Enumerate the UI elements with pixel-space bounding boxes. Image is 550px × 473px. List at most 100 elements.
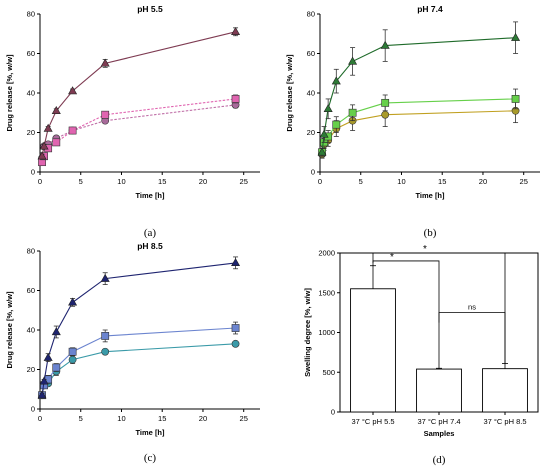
x-tick-label: 15 <box>438 177 446 186</box>
x-tick-label: 20 <box>199 414 207 423</box>
x-tick-label: 20 <box>199 177 207 186</box>
y-tick-label: 40 <box>307 89 315 98</box>
y-tick-label: 20 <box>27 365 35 374</box>
y-tick-label: 0 <box>331 408 335 417</box>
panel-label: (b) <box>424 227 437 239</box>
significance-label: * <box>423 244 427 255</box>
chart-title: pH 5.5 <box>137 4 163 14</box>
y-tick-label: 1500 <box>318 288 335 297</box>
y-tick-label: 500 <box>322 368 335 377</box>
data-point-triangle <box>39 141 49 150</box>
series-circle <box>38 339 240 400</box>
data-point-square <box>511 95 520 103</box>
data-point-square <box>231 324 240 332</box>
x-tick-label: 5 <box>79 177 83 186</box>
x-tick-label: 0 <box>38 177 42 186</box>
significance-bracket <box>372 252 506 364</box>
data-point-square <box>68 126 77 135</box>
significance-bracket <box>438 312 506 364</box>
series-line <box>321 37 516 153</box>
series-circle <box>318 98 520 159</box>
panel-a: 0 5 10 15 20 25 0 20 40 60 80 pH 5.5 Time [h] Drug re… <box>5 4 260 239</box>
x-tick-label: 10 <box>117 414 125 423</box>
data-point-square <box>381 98 390 107</box>
x-tick-label: 5 <box>79 414 83 423</box>
data-point-square <box>101 110 110 119</box>
data-point-triangle <box>511 32 521 41</box>
series-square <box>38 94 240 167</box>
panel-label: (a) <box>144 227 157 239</box>
data-point-triangle <box>37 390 47 399</box>
x-axis-label: Time [h] <box>135 428 165 437</box>
x-tick-label: 0 <box>318 177 322 186</box>
data-point-triangle <box>100 273 110 282</box>
panel-b: 0 5 10 15 20 25 0 20 40 60 80 pH 7.4 Time [h] Drug re… <box>285 4 540 239</box>
series-circle <box>38 100 240 163</box>
data-point-triangle <box>331 76 341 85</box>
series-line <box>321 98 516 153</box>
x-tick-label: 37 °C pH 8.5 <box>483 417 526 426</box>
x-tick-label: 15 <box>158 177 166 186</box>
chart-title: pH 7.4 <box>417 4 443 14</box>
series-square <box>38 321 240 400</box>
x-tick-label: 37 °C pH 5.5 <box>351 417 394 426</box>
significance-label: * <box>390 252 394 263</box>
data-point-triangle <box>319 129 329 138</box>
y-tick-label: 80 <box>307 10 315 19</box>
series-line <box>41 262 236 396</box>
data-point-circle <box>231 339 240 348</box>
y-tick-label: 20 <box>27 128 35 137</box>
data-point-square <box>231 95 240 103</box>
data-point-circle <box>68 355 77 364</box>
y-tick-label: 40 <box>27 326 35 335</box>
x-axis-label: Time [h] <box>415 191 445 200</box>
y-tick-label: 0 <box>311 168 315 177</box>
data-point-square <box>52 138 61 147</box>
data-point-triangle <box>348 56 358 65</box>
panel-c: 0 5 10 15 20 25 0 20 40 60 80 pH 8.5 Time [h] Drug re… <box>5 241 260 464</box>
series-triangle <box>37 256 241 399</box>
x-tick-label: 10 <box>397 177 405 186</box>
x-tick-label: 25 <box>240 414 248 423</box>
y-tick-label: 40 <box>27 89 35 98</box>
x-tick-label: 37 °C pH 7.4 <box>417 417 460 426</box>
data-point-circle <box>101 347 110 356</box>
data-point-triangle <box>380 40 390 49</box>
data-point-square <box>68 347 77 356</box>
data-point-square <box>101 332 110 340</box>
significance-label: ns <box>468 303 476 312</box>
y-tick-label: 1000 <box>318 328 335 337</box>
x-axis-label: Time [h] <box>135 191 165 200</box>
y-tick-label: 60 <box>27 286 35 295</box>
y-tick-label: 80 <box>27 10 35 19</box>
x-axis-label: Samples <box>424 429 455 438</box>
panel-label: (d) <box>433 454 446 466</box>
data-point-triangle <box>39 376 49 385</box>
y-axis-label: Drug release [%, w/w] <box>5 54 14 132</box>
bar <box>350 288 396 413</box>
y-tick-label: 60 <box>27 49 35 58</box>
data-point-square <box>348 108 357 117</box>
y-tick-label: 60 <box>307 49 315 58</box>
y-tick-label: 80 <box>27 247 35 256</box>
y-tick-label: 0 <box>31 405 35 414</box>
x-tick-label: 5 <box>359 177 363 186</box>
data-point-triangle <box>323 103 333 112</box>
panel-label: (c) <box>144 452 157 464</box>
x-tick-label: 20 <box>479 177 487 186</box>
x-tick-label: 15 <box>158 414 166 423</box>
data-point-triangle <box>231 26 241 35</box>
series-triangle <box>317 21 521 157</box>
data-point-triangle <box>51 105 61 114</box>
data-point-square <box>52 363 61 372</box>
x-tick-label: 25 <box>520 177 528 186</box>
data-point-triangle <box>37 151 47 160</box>
data-point-triangle <box>68 297 78 306</box>
x-tick-label: 0 <box>38 414 42 423</box>
series-triangle <box>37 26 241 160</box>
data-point-triangle <box>43 352 53 361</box>
y-tick-label: 2000 <box>318 249 335 258</box>
data-point-triangle <box>68 86 78 95</box>
bar <box>482 368 528 413</box>
bar <box>416 368 462 413</box>
